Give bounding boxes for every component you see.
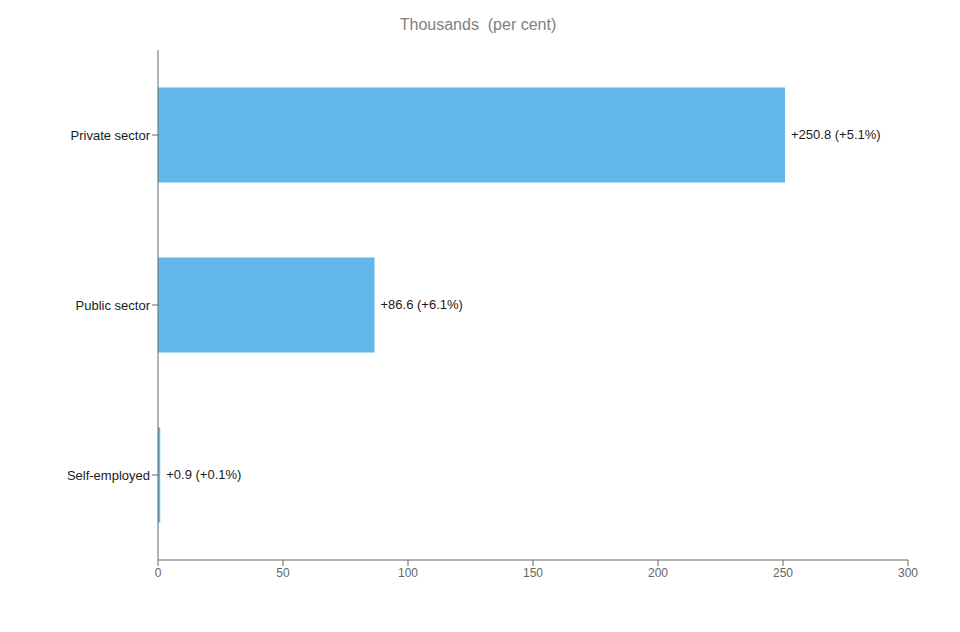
svg-text:300: 300 — [898, 566, 918, 580]
svg-text:+0.9 (+0.1%): +0.9 (+0.1%) — [166, 467, 241, 482]
svg-text:50: 50 — [276, 566, 290, 580]
svg-text:100: 100 — [398, 566, 418, 580]
svg-text:200: 200 — [648, 566, 668, 580]
svg-text:Self-employed: Self-employed — [67, 468, 150, 483]
svg-text:250: 250 — [773, 566, 793, 580]
svg-text:Private sector: Private sector — [71, 128, 151, 143]
svg-text:+86.6 (+6.1%): +86.6 (+6.1%) — [381, 297, 463, 312]
svg-text:+250.8 (+5.1%): +250.8 (+5.1%) — [791, 127, 881, 142]
svg-text:0: 0 — [155, 566, 162, 580]
html-text:Thousands (per cent): Thousands (per cent) — [399, 16, 557, 33]
svg-text:Public sector: Public sector — [76, 298, 151, 313]
svg-text:150: 150 — [523, 566, 543, 580]
